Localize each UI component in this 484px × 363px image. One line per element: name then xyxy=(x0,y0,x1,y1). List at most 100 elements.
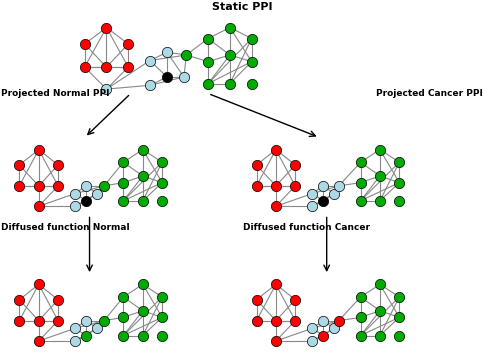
Point xyxy=(146,58,154,64)
Point xyxy=(124,64,132,70)
Point xyxy=(54,318,62,323)
Point xyxy=(146,82,154,88)
Point xyxy=(54,297,62,303)
Point xyxy=(226,25,234,30)
Point xyxy=(291,183,299,189)
Point xyxy=(335,318,343,323)
Point xyxy=(100,318,108,323)
Point xyxy=(35,281,43,287)
Point xyxy=(308,191,316,196)
Point xyxy=(376,308,384,314)
Point xyxy=(330,191,338,196)
Point xyxy=(71,203,79,209)
Point xyxy=(395,294,403,300)
Point xyxy=(395,198,403,204)
Point xyxy=(35,203,43,209)
Point xyxy=(103,64,110,70)
Point xyxy=(103,86,110,92)
Point xyxy=(291,318,299,323)
Point xyxy=(139,173,147,179)
Point xyxy=(54,183,62,189)
Point xyxy=(71,338,79,344)
Point xyxy=(71,191,79,196)
Text: Diffused function Cancer: Diffused function Cancer xyxy=(243,223,370,232)
Point xyxy=(120,159,127,165)
Point xyxy=(35,318,43,323)
Point xyxy=(248,36,256,41)
Point xyxy=(93,191,101,196)
Point xyxy=(357,180,364,185)
Point xyxy=(82,183,90,189)
Point xyxy=(204,36,212,41)
Point xyxy=(81,41,89,47)
Point xyxy=(253,162,260,168)
Point xyxy=(357,198,364,204)
Point xyxy=(319,183,327,189)
Point xyxy=(35,338,43,344)
Point xyxy=(15,318,23,323)
Point xyxy=(120,198,127,204)
Point xyxy=(272,281,280,287)
Point xyxy=(103,25,110,30)
Point xyxy=(120,180,127,185)
Point xyxy=(139,308,147,314)
Point xyxy=(226,52,234,58)
Text: Static PPI: Static PPI xyxy=(212,2,272,12)
Point xyxy=(395,180,403,185)
Point xyxy=(71,326,79,331)
Point xyxy=(248,59,256,65)
Point xyxy=(120,333,127,338)
Point xyxy=(253,183,260,189)
Point xyxy=(82,198,90,204)
Point xyxy=(158,314,166,320)
Point xyxy=(139,281,147,287)
Point xyxy=(180,74,188,80)
Point xyxy=(163,74,171,80)
Point xyxy=(15,162,23,168)
Point xyxy=(158,159,166,165)
Point xyxy=(139,333,147,338)
Point xyxy=(204,59,212,65)
Point xyxy=(81,64,89,70)
Text: Diffused function Normal: Diffused function Normal xyxy=(1,223,130,232)
Point xyxy=(100,183,108,189)
Point xyxy=(395,159,403,165)
Point xyxy=(272,147,280,152)
Point xyxy=(15,183,23,189)
Point xyxy=(35,183,43,189)
Text: Projected Cancer PPI: Projected Cancer PPI xyxy=(376,89,483,98)
Point xyxy=(120,314,127,320)
Point xyxy=(330,326,338,331)
Point xyxy=(291,162,299,168)
Point xyxy=(357,333,364,338)
Point xyxy=(82,333,90,338)
Point xyxy=(15,297,23,303)
Point xyxy=(319,198,327,204)
Point xyxy=(319,333,327,338)
Point xyxy=(204,81,212,86)
Point xyxy=(272,338,280,344)
Point xyxy=(158,294,166,300)
Point xyxy=(158,333,166,338)
Point xyxy=(54,162,62,168)
Point xyxy=(248,81,256,86)
Text: Projected Normal PPI: Projected Normal PPI xyxy=(1,89,109,98)
Point xyxy=(124,41,132,47)
Point xyxy=(335,183,343,189)
Point xyxy=(376,198,384,204)
Point xyxy=(376,333,384,338)
Point xyxy=(319,318,327,323)
Point xyxy=(253,297,260,303)
Point xyxy=(376,173,384,179)
Point xyxy=(357,159,364,165)
Point xyxy=(158,180,166,185)
Point xyxy=(272,203,280,209)
Point xyxy=(139,147,147,152)
Point xyxy=(376,147,384,152)
Point xyxy=(139,198,147,204)
Point xyxy=(253,318,260,323)
Point xyxy=(308,326,316,331)
Point xyxy=(182,52,190,58)
Point xyxy=(82,318,90,323)
Point xyxy=(395,333,403,338)
